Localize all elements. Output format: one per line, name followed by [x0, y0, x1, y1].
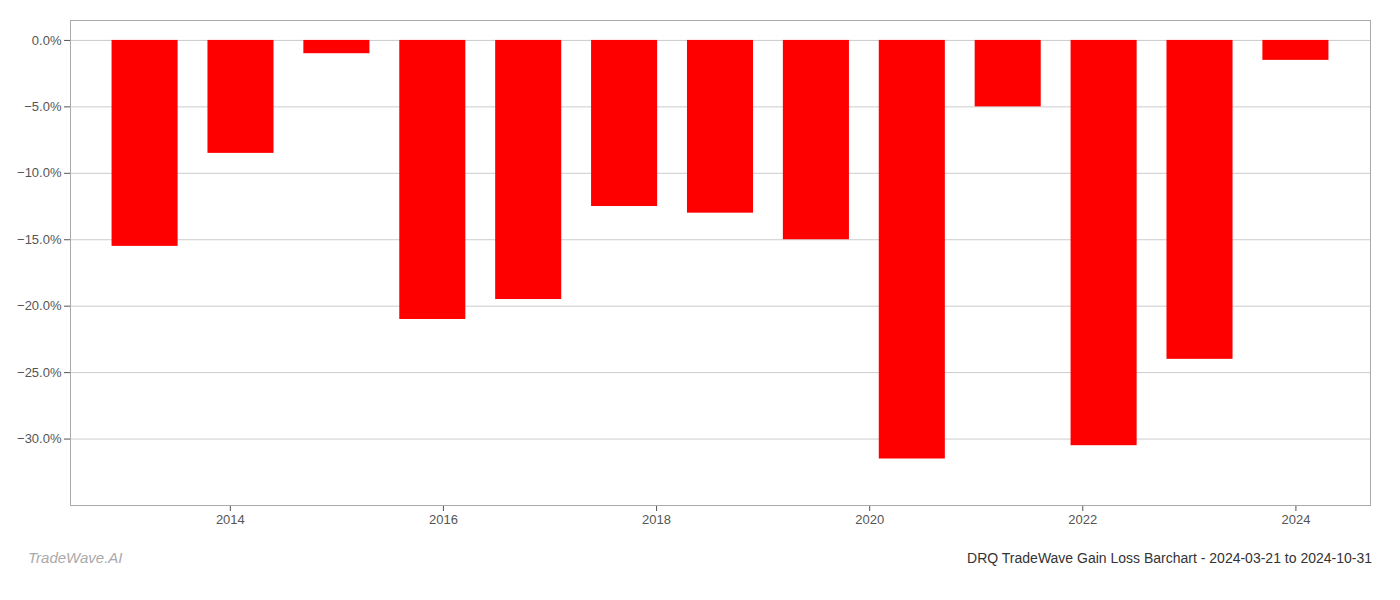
- svg-text:−5.0%: −5.0%: [24, 99, 62, 114]
- svg-text:−25.0%: −25.0%: [17, 365, 62, 380]
- svg-text:2018: 2018: [642, 512, 671, 527]
- svg-text:2016: 2016: [429, 512, 458, 527]
- svg-text:−30.0%: −30.0%: [17, 431, 62, 446]
- svg-text:2014: 2014: [216, 512, 245, 527]
- html-text:TradeWave.AI: TradeWave.AI: [28, 549, 123, 566]
- svg-text:2024: 2024: [1281, 512, 1310, 527]
- svg-text:2020: 2020: [855, 512, 884, 527]
- svg-text:0.0%: 0.0%: [32, 33, 62, 48]
- svg-text:−20.0%: −20.0%: [17, 298, 62, 313]
- svg-text:2022: 2022: [1068, 512, 1097, 527]
- svg-text:−10.0%: −10.0%: [17, 165, 62, 180]
- svg-text:−15.0%: −15.0%: [17, 232, 62, 247]
- html-text:DRQ TradeWave Gain Loss Barcha: DRQ TradeWave Gain Loss Barchart - 2024-…: [967, 550, 1372, 566]
